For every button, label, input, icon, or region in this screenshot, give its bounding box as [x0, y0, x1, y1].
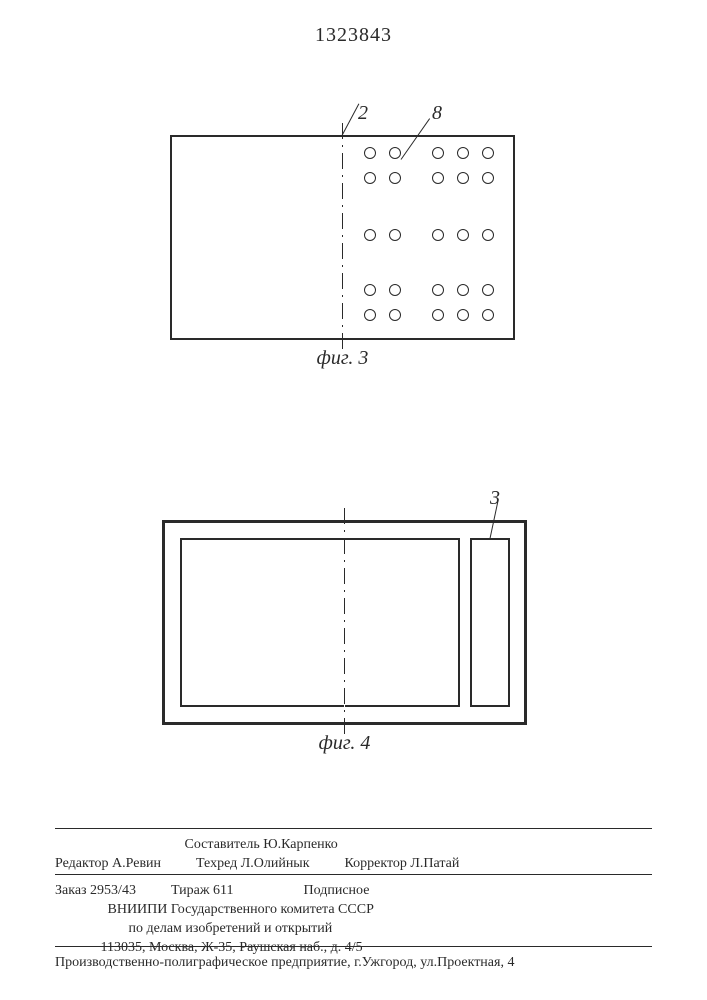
fig4-inner-left-rect: [180, 538, 460, 707]
footer-line-7: Производственно-полиграфическое предприя…: [55, 954, 652, 973]
hole-icon: [482, 172, 494, 184]
hole-icon: [389, 147, 401, 159]
callout-3: 3: [490, 487, 500, 510]
fig4-inner-right-rect: [470, 538, 510, 707]
hole-icon: [482, 284, 494, 296]
hole-icon: [364, 309, 376, 321]
footer-rule-1: [55, 828, 652, 829]
hole-icon: [364, 172, 376, 184]
hole-icon: [389, 229, 401, 241]
hole-icon: [432, 229, 444, 241]
footer-rule-2: [55, 874, 652, 875]
hole-icon: [364, 229, 376, 241]
footer-line-5: по делам изобретений и открытий: [55, 920, 652, 939]
hole-icon: [389, 309, 401, 321]
footer-line-4: ВНИИПИ Государственного комитета СССР: [55, 901, 652, 920]
page: 1323843 2 8 фиг. 3 3 фиг. 4: [0, 0, 707, 1000]
hole-icon: [432, 172, 444, 184]
fig4-centerline: [344, 508, 345, 740]
patent-number: 1323843: [0, 24, 707, 47]
hole-icon: [482, 309, 494, 321]
fig3-centerline: [342, 123, 343, 355]
callout-8: 8: [432, 102, 442, 125]
hole-icon: [457, 147, 469, 159]
fig4-caption: фиг. 4: [162, 732, 527, 755]
hole-icon: [457, 229, 469, 241]
hole-icon: [457, 284, 469, 296]
hole-icon: [457, 172, 469, 184]
footer-line-2: Редактор А.Ревин Техред Л.Олийнык Коррек…: [55, 855, 652, 874]
hole-icon: [432, 284, 444, 296]
hole-icon: [432, 309, 444, 321]
figure-4: 3 фиг. 4: [162, 520, 527, 735]
hole-icon: [364, 284, 376, 296]
footer-rule-3: [55, 946, 652, 947]
footer-line-1: Составитель Ю.Карпенко: [55, 836, 652, 855]
leader-2: [342, 103, 360, 135]
hole-icon: [389, 284, 401, 296]
figure-3: 2 8 фиг. 3: [170, 135, 515, 355]
hole-icon: [457, 309, 469, 321]
footer-block-1: Составитель Ю.Карпенко Редактор А.Ревин …: [55, 836, 652, 874]
fig3-caption: фиг. 3: [170, 347, 515, 370]
footer-block-3: Производственно-полиграфическое предприя…: [55, 954, 652, 973]
hole-icon: [482, 147, 494, 159]
hole-icon: [432, 147, 444, 159]
hole-icon: [482, 229, 494, 241]
footer-line-3: Заказ 2953/43 Тираж 611 Подписное: [55, 882, 652, 901]
callout-2: 2: [358, 102, 368, 125]
hole-icon: [389, 172, 401, 184]
hole-icon: [364, 147, 376, 159]
